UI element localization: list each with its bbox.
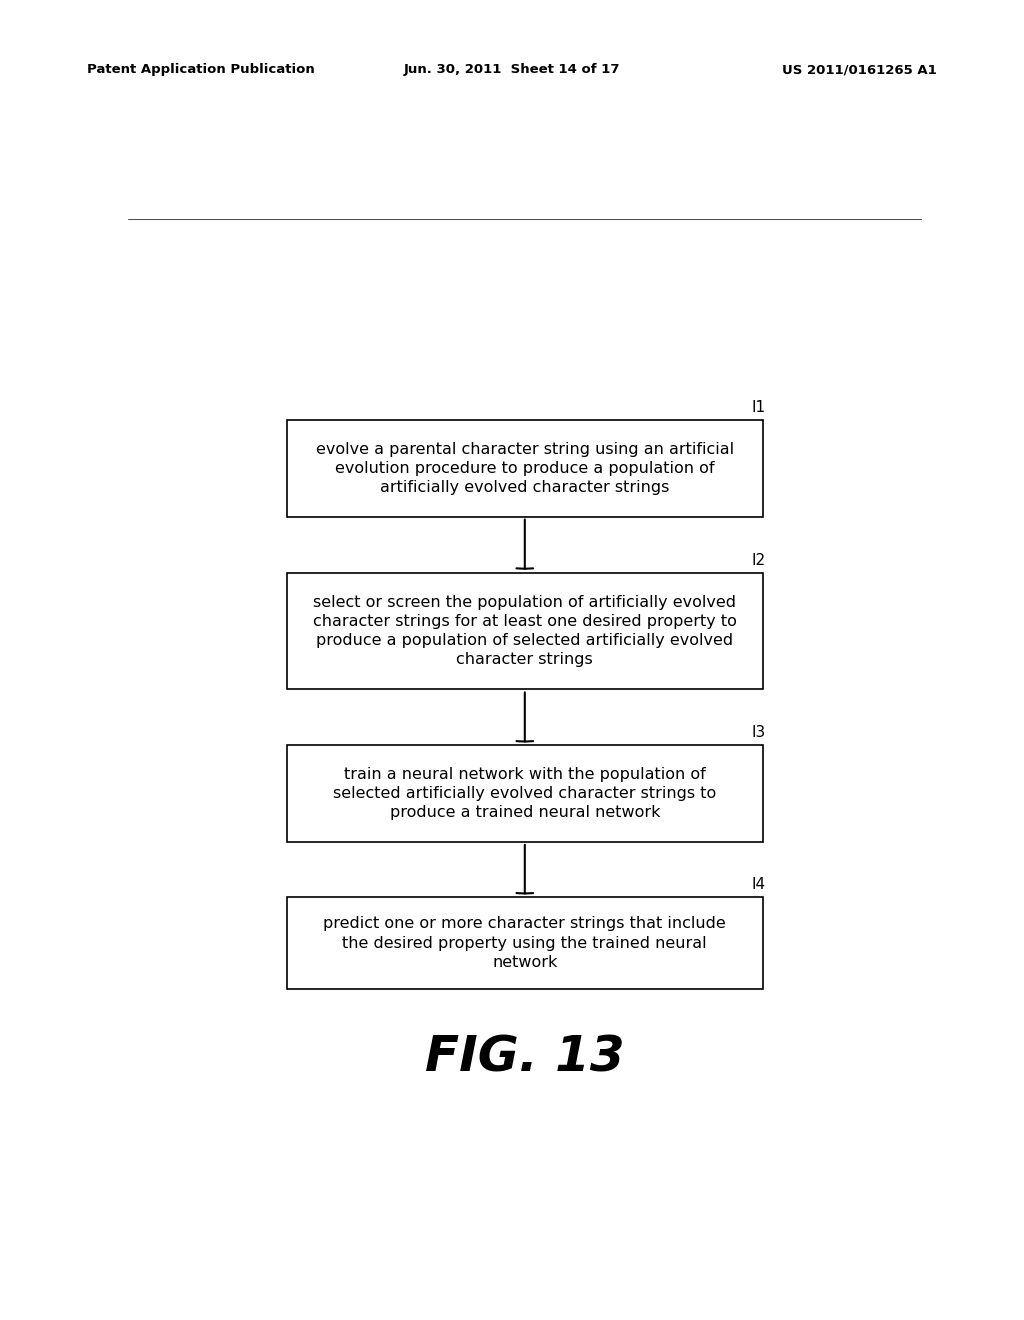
Text: I4: I4	[752, 878, 765, 892]
Text: I2: I2	[752, 553, 765, 568]
FancyBboxPatch shape	[287, 746, 763, 842]
Text: predict one or more character strings that include
the desired property using th: predict one or more character strings th…	[324, 916, 726, 970]
Text: I1: I1	[752, 400, 765, 414]
FancyBboxPatch shape	[287, 420, 763, 516]
Text: Jun. 30, 2011  Sheet 14 of 17: Jun. 30, 2011 Sheet 14 of 17	[403, 63, 621, 77]
Text: evolve a parental character string using an artificial
evolution procedure to pr: evolve a parental character string using…	[315, 442, 734, 495]
FancyBboxPatch shape	[287, 898, 763, 989]
Text: train a neural network with the population of
selected artificially evolved char: train a neural network with the populati…	[333, 767, 717, 820]
Text: I3: I3	[751, 725, 765, 741]
Text: Patent Application Publication: Patent Application Publication	[87, 63, 314, 77]
Text: FIG. 13: FIG. 13	[425, 1034, 625, 1082]
FancyBboxPatch shape	[287, 573, 763, 689]
Text: select or screen the population of artificially evolved
character strings for at: select or screen the population of artif…	[313, 595, 736, 668]
Text: US 2011/0161265 A1: US 2011/0161265 A1	[782, 63, 937, 77]
